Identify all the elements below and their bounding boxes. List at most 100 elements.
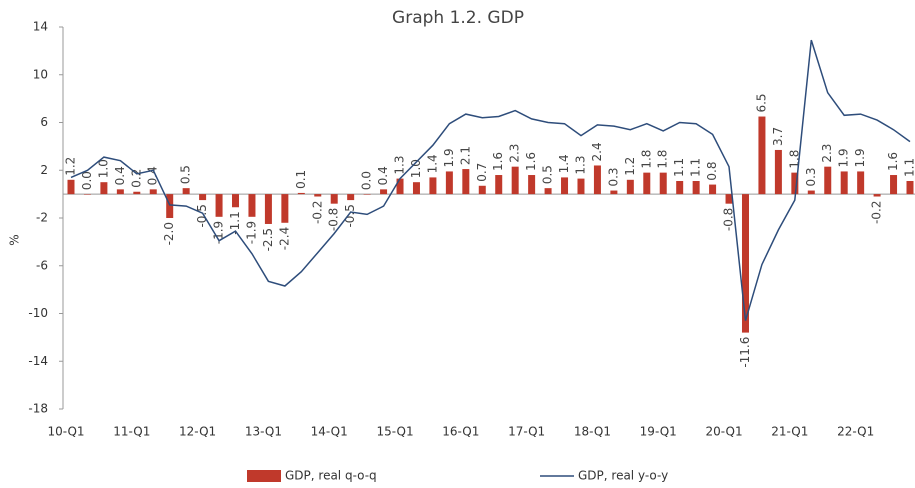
y-tick-label: -18 [28,402,48,416]
data-label: 1.9 [837,148,851,167]
bar [133,191,141,195]
bar [725,194,733,204]
bar [692,180,700,195]
data-label: 1.0 [96,159,110,178]
data-label: 2.3 [508,144,522,163]
bar [462,169,470,195]
bar [659,172,667,195]
x-tick-label: 17-Q1 [508,425,545,439]
x-tick-label: 15-Q1 [376,425,413,439]
bar [478,185,486,195]
bar [791,172,799,195]
bar [215,194,223,217]
x-tick-label: 12-Q1 [179,425,216,439]
bar [758,116,766,195]
data-label: -2.4 [277,227,291,250]
data-label: 6.5 [754,93,768,112]
data-label: 0.8 [705,161,719,180]
data-label: 1.2 [64,157,78,176]
y-tick-label: 14 [33,20,48,34]
bar [511,166,519,195]
data-label: 1.8 [656,150,670,169]
data-label: -11.6 [738,337,752,368]
bar [626,179,634,195]
bar [840,171,848,195]
bar [906,180,914,195]
bar [363,194,371,195]
data-label: 2.4 [590,142,604,161]
bar [166,194,174,218]
bar [593,165,601,195]
data-label: -0.8 [722,208,736,231]
bar [824,166,832,195]
data-label: 0.4 [376,166,390,185]
data-label: 1.3 [573,156,587,175]
data-label: 1.4 [557,154,571,173]
data-label: 0.2 [129,169,143,188]
x-tick-label: 13-Q1 [245,425,282,439]
bar [396,178,404,195]
data-label: 1.4 [425,154,439,173]
data-label: -0.8 [327,208,341,231]
bar [264,194,272,224]
data-label: 0.5 [179,165,193,184]
bar [528,175,536,195]
data-label: 1.0 [409,159,423,178]
bar [890,175,898,195]
x-tick-label: 19-Q1 [640,425,677,439]
bar [182,188,190,195]
data-label: 1.6 [886,152,900,171]
bar [297,192,305,195]
bar [741,194,749,333]
y-tick-label: -6 [36,258,48,272]
x-tick-label: 14-Q1 [311,425,348,439]
bar [232,194,240,208]
bar [774,149,782,195]
bar [100,182,108,195]
data-label: 0.3 [804,167,818,186]
data-label: 1.9 [853,148,867,167]
data-label: 0.4 [146,166,160,185]
bar [676,180,684,195]
bar [577,178,585,195]
y-tick-label: -2 [36,211,48,225]
bar [412,182,420,195]
data-label: 3.7 [771,127,785,146]
data-label: -2.5 [261,228,275,251]
bar [347,194,355,201]
legend-swatch [247,470,281,482]
data-label: 1.8 [639,150,653,169]
bar [495,175,503,195]
data-label: 1.6 [524,152,538,171]
data-label: 0.0 [360,171,374,190]
x-tick-label: 21-Q1 [771,425,808,439]
bar [248,194,256,217]
data-label: 1.2 [623,157,637,176]
data-label: -2.0 [162,222,176,245]
bar [857,171,865,195]
bar [67,179,75,195]
data-label: 0.5 [541,165,555,184]
data-label: 0.0 [80,171,94,190]
y-axis-label: % [8,234,22,245]
data-label: -0.2 [310,201,324,224]
bar [643,172,651,195]
y-tick-label: 2 [40,163,48,177]
data-label: -1.1 [228,211,242,234]
y-tick-label: -14 [28,354,48,368]
data-label: 0.3 [606,167,620,186]
y-tick-label: 10 [33,67,48,81]
legend-label: GDP, real q-o-q [285,469,377,483]
legend-label: GDP, real y-o-y [578,469,668,483]
data-label: 1.3 [393,156,407,175]
bar [873,194,881,197]
bar [281,194,289,223]
y-tick-label: 6 [40,115,48,129]
bar [561,177,569,195]
x-tick-label: 20-Q1 [705,425,742,439]
bar [380,189,388,195]
bar [116,189,124,195]
bar [807,190,815,195]
bar [199,194,207,201]
